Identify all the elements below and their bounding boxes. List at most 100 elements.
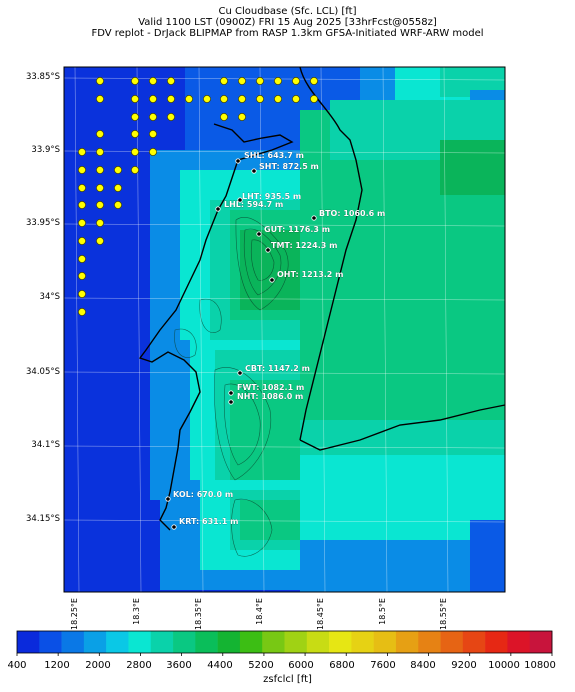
coastline-segment	[138, 123, 294, 531]
missing-data-marker	[78, 201, 86, 209]
colorbar-swatch	[83, 631, 107, 653]
station-label-lht: LHT: 935.5 m	[242, 192, 301, 201]
map-frame	[63, 66, 506, 593]
meridian-line	[198, 66, 204, 593]
missing-data-marker	[78, 184, 86, 192]
missing-data-marker	[131, 113, 139, 121]
missing-data-marker	[310, 77, 318, 85]
missing-data-marker	[78, 272, 86, 280]
station-label-nht: NHT: 1086.0 m	[237, 392, 303, 401]
missing-data-marker	[167, 113, 175, 121]
missing-data-marker	[96, 148, 104, 156]
contour-line	[214, 367, 272, 481]
meridian-line	[74, 66, 80, 593]
parallel-line	[63, 223, 506, 227]
missing-data-marker	[220, 77, 228, 85]
missing-data-marker	[78, 166, 86, 174]
missing-data-marker	[220, 95, 228, 103]
station-marker-oht	[269, 277, 275, 283]
colorbar-swatch	[507, 631, 531, 653]
missing-data-marker	[78, 255, 86, 263]
missing-data-marker	[149, 77, 157, 85]
colorbar-tick-6800: 6800	[329, 660, 355, 671]
missing-data-marker	[96, 77, 104, 85]
field-cell	[240, 230, 300, 310]
missing-data-marker	[256, 77, 264, 85]
station-marker-gut	[256, 231, 262, 237]
lat-label-33-85: 33.85°S	[26, 72, 60, 82]
missing-data-marker	[114, 184, 122, 192]
colorbar-swatch	[106, 631, 129, 653]
station-label-shl: SHL: 643.7 m	[244, 151, 304, 160]
colorbar-swatch	[306, 631, 330, 653]
missing-data-marker	[114, 201, 122, 209]
lon-label-18-5: 18.5°E	[378, 598, 387, 625]
colorbar-swatch	[39, 631, 62, 653]
colorbar-swatch	[17, 631, 40, 653]
field-cell	[440, 140, 505, 195]
colorbar-swatch	[262, 631, 285, 653]
lon-label-18-25: 18.25°E	[70, 598, 79, 630]
missing-data-marker	[114, 166, 122, 174]
land-cells	[64, 67, 505, 592]
colorbar-swatch	[61, 631, 85, 653]
missing-data-marker	[131, 95, 139, 103]
lat-label-34-15: 34.15°S	[26, 514, 60, 524]
missing-data-marker	[185, 95, 193, 103]
meridian-line	[443, 66, 449, 593]
colorbar-swatch	[239, 631, 263, 653]
station-marker-shl	[235, 158, 241, 164]
station-marker-bto	[311, 215, 317, 221]
missing-data-marker	[238, 77, 246, 85]
colorbar-tick-3600: 3600	[166, 660, 192, 671]
colorbar-swatch	[195, 631, 218, 653]
colorbar-tick-10800: 10800	[524, 660, 556, 671]
colorbar-tick-1200: 1200	[44, 660, 70, 671]
title-line-1: Cu Cloudbase (Sfc. LCL) [ft]	[218, 6, 357, 17]
lat-label-34: 34°S	[39, 292, 60, 302]
missing-data-marker	[96, 201, 104, 209]
missing-data-marker	[149, 95, 157, 103]
colorbar-swatch	[217, 631, 241, 653]
missing-data-marker	[96, 166, 104, 174]
missing-data-marker	[78, 237, 86, 245]
missing-data-marker	[131, 148, 139, 156]
missing-data-marker	[167, 95, 175, 103]
colorbar-tick-4400: 4400	[207, 660, 233, 671]
missing-data-marker	[78, 148, 86, 156]
station-marker-krt	[171, 524, 177, 530]
field-cell	[240, 500, 300, 540]
missing-data-marker	[149, 130, 157, 138]
contour-line	[243, 228, 282, 296]
meridian-line	[382, 66, 388, 593]
missing-data-marker	[292, 77, 300, 85]
lon-label-18-3: 18.3°E	[132, 598, 141, 625]
missing-data-marker	[78, 290, 86, 298]
missing-data-marker	[96, 130, 104, 138]
station-label-bto: BTO: 1060.6 m	[319, 209, 385, 218]
meridian-line	[320, 66, 326, 593]
lat-label-33-9: 33.9°S	[31, 145, 60, 155]
colorbar	[16, 630, 553, 656]
colorbar-swatch	[529, 631, 553, 653]
lon-label-18-4: 18.4°E	[255, 598, 264, 625]
missing-data-marker	[78, 308, 86, 316]
title-line-3: FDV replot - DrJack BLIPMAP from RASP 1.…	[91, 28, 484, 39]
missing-data-markers	[78, 77, 318, 316]
station-marker-tmt	[265, 247, 271, 253]
colorbar-tick-5200: 5200	[248, 660, 274, 671]
missing-data-marker	[78, 219, 86, 227]
coastline	[138, 66, 506, 531]
colorbar-swatch	[351, 631, 374, 653]
missing-data-marker	[220, 113, 228, 121]
contour-line	[223, 383, 261, 466]
parallel-line	[63, 371, 506, 375]
colorbar-frame	[16, 630, 553, 654]
missing-data-marker	[238, 95, 246, 103]
station-marker-cbt	[237, 370, 243, 376]
missing-data-marker	[149, 148, 157, 156]
missing-data-marker	[167, 77, 175, 85]
colorbar-tick-8400: 8400	[410, 660, 436, 671]
colorbar-swatch	[128, 631, 152, 653]
